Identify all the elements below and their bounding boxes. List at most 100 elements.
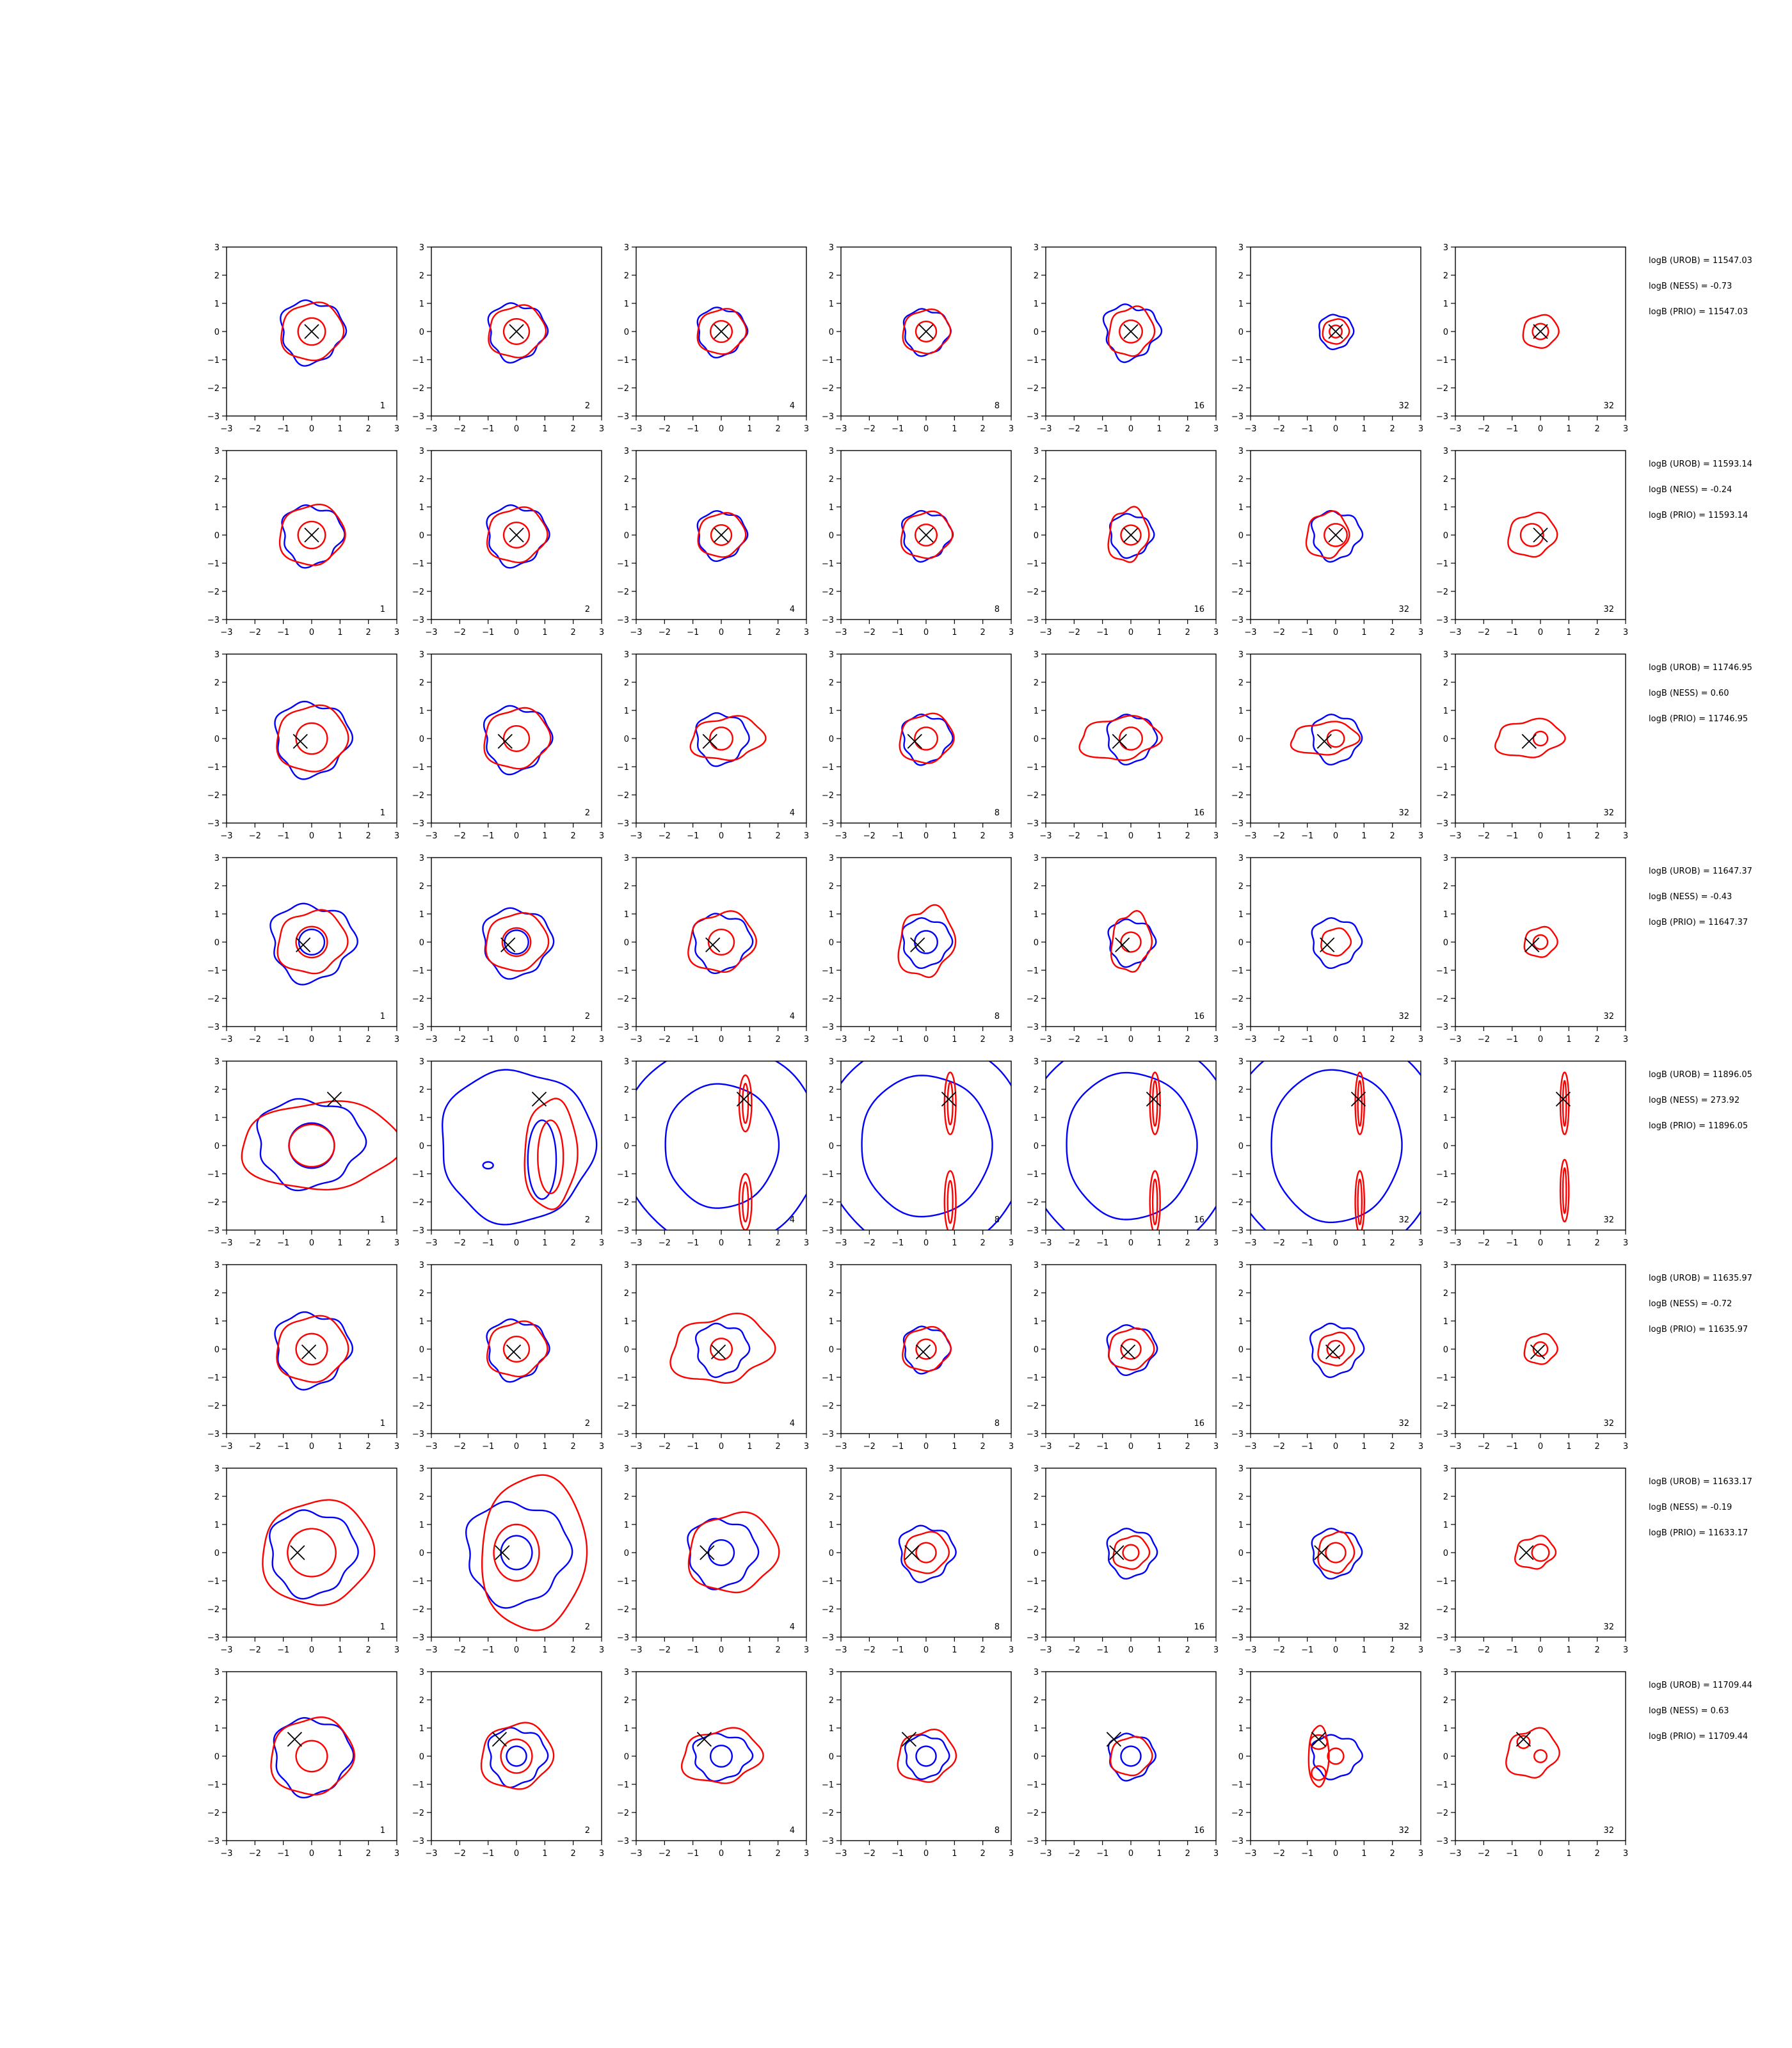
x-tick-label: 1 xyxy=(1361,1442,1366,1452)
blue-contour xyxy=(1251,1061,1421,1230)
x-tick-label: 3 xyxy=(1623,831,1628,841)
y-tick-label: 1 xyxy=(1238,1724,1244,1734)
marker-x xyxy=(531,1091,547,1107)
x-tick-label: −3 xyxy=(630,831,642,841)
x-tick-label: −2 xyxy=(1068,1238,1080,1248)
red-contour xyxy=(1533,1749,1548,1763)
x-tick-label: 0 xyxy=(309,1849,314,1859)
x-tick-label: 1 xyxy=(952,1035,957,1044)
subplot: −3−3 −2 −2 −1 −1 0 0 1 1 2 2 3 3 32 xyxy=(1436,650,1628,841)
x-tick-label: 3 xyxy=(1213,1238,1219,1248)
x-tick-label: 0 xyxy=(1128,831,1133,841)
y-tick-label: −3 xyxy=(412,819,424,829)
y-tick-label: −2 xyxy=(617,1809,629,1818)
x-tick-label: 0 xyxy=(309,1442,314,1452)
x-tick-label: −3 xyxy=(1449,1849,1461,1859)
x-tick-label: 1 xyxy=(747,424,752,434)
panel-corner-label: 1 xyxy=(380,1012,385,1021)
red-contour xyxy=(1559,1158,1570,1222)
x-tick-label: 2 xyxy=(1595,1645,1600,1655)
blue-contour xyxy=(1310,509,1364,563)
y-tick-label: 2 xyxy=(214,475,220,484)
x-tick-label: 0 xyxy=(1128,1645,1133,1655)
x-tick-label: −2 xyxy=(863,1442,876,1452)
y-tick-label: −3 xyxy=(1027,1633,1039,1643)
panel-corner-label: 4 xyxy=(790,1419,795,1428)
y-tick-label: 2 xyxy=(1034,1696,1039,1706)
blue-contour xyxy=(695,712,750,767)
x-tick-label: −2 xyxy=(1273,1035,1285,1044)
blue-contour xyxy=(441,1069,598,1226)
x-tick-label: 3 xyxy=(599,424,604,434)
red-contour xyxy=(897,904,957,979)
x-tick-label: 2 xyxy=(776,1849,781,1859)
x-tick-label: 1 xyxy=(747,1238,752,1248)
y-tick-label: 3 xyxy=(624,1057,629,1067)
y-tick-label: 1 xyxy=(419,503,424,513)
x-tick-label: 0 xyxy=(1333,1238,1338,1248)
x-tick-label: 1 xyxy=(1156,1238,1162,1248)
y-tick-label: −3 xyxy=(1027,1837,1039,1846)
x-tick-label: 3 xyxy=(1418,628,1423,637)
x-tick-label: 1 xyxy=(1361,424,1366,434)
y-tick-label: 1 xyxy=(214,1317,220,1327)
logb-annotation: logB (PRIO) = 11635.97 xyxy=(1649,1325,1748,1334)
x-tick-label: −2 xyxy=(454,1645,466,1655)
red-contour xyxy=(1119,319,1143,344)
x-tick-label: −3 xyxy=(1244,1035,1256,1044)
x-tick-label: −1 xyxy=(1096,831,1108,841)
red-contour xyxy=(1309,1734,1328,1750)
red-contour xyxy=(1107,305,1156,357)
x-tick-label: −2 xyxy=(454,1442,466,1452)
y-tick-label: 0 xyxy=(1443,1142,1448,1151)
y-tick-label: −1 xyxy=(1436,1373,1448,1383)
y-tick-label: −2 xyxy=(1231,1605,1244,1615)
y-tick-label: −3 xyxy=(207,412,220,422)
logb-annotation: logB (NESS) = 0.60 xyxy=(1649,689,1729,698)
x-tick-label: −3 xyxy=(1039,1238,1052,1248)
x-tick-label: −3 xyxy=(220,831,232,841)
panel-corner-label: 4 xyxy=(790,605,795,614)
x-tick-label: −1 xyxy=(1506,1035,1518,1044)
x-tick-label: 2 xyxy=(1185,1035,1190,1044)
red-contour xyxy=(915,524,938,547)
y-tick-label: 1 xyxy=(1443,503,1448,513)
x-tick-label: 1 xyxy=(747,1645,752,1655)
x-tick-label: −3 xyxy=(1244,1238,1256,1248)
red-contour xyxy=(914,726,938,751)
red-contour xyxy=(480,1722,555,1790)
y-tick-label: −2 xyxy=(1231,995,1244,1004)
y-tick-label: 3 xyxy=(829,243,834,253)
x-tick-label: 2 xyxy=(1185,1645,1190,1655)
y-tick-label: 1 xyxy=(624,1317,629,1327)
red-contour xyxy=(943,1170,957,1230)
x-tick-label: 3 xyxy=(1009,628,1014,637)
panel-corner-label: 32 xyxy=(1603,1826,1614,1836)
axes-frame xyxy=(431,857,602,1027)
panel-corner-label: 8 xyxy=(995,808,1000,818)
x-tick-label: −1 xyxy=(482,424,494,434)
blue-contour xyxy=(1311,1734,1363,1780)
y-tick-label: 2 xyxy=(829,271,834,281)
y-tick-label: −2 xyxy=(412,588,424,597)
y-tick-label: −1 xyxy=(207,1170,220,1180)
y-tick-label: 0 xyxy=(1443,1345,1448,1355)
y-tick-label: −1 xyxy=(1436,559,1448,569)
y-tick-label: 2 xyxy=(1443,475,1448,484)
blue-contour xyxy=(1109,513,1155,559)
y-tick-label: 2 xyxy=(829,678,834,688)
y-tick-label: 0 xyxy=(1443,531,1448,541)
red-contour xyxy=(295,925,328,959)
marker-x xyxy=(287,1731,303,1747)
y-tick-label: 3 xyxy=(214,1261,220,1270)
blue-contour xyxy=(527,1119,557,1200)
y-tick-label: 1 xyxy=(829,707,834,716)
x-tick-label: 0 xyxy=(1538,1238,1543,1248)
y-tick-label: 0 xyxy=(214,1345,220,1355)
logb-annotation: logB (NESS) = 273.92 xyxy=(1649,1096,1740,1105)
axes-frame xyxy=(431,1060,602,1231)
subplot: −3−3 −2 −2 −1 −1 0 0 1 1 2 2 3 3 1 xyxy=(207,243,399,434)
y-tick-label: −2 xyxy=(617,995,629,1004)
red-contour xyxy=(280,301,345,362)
x-tick-label: 0 xyxy=(1128,1035,1133,1044)
